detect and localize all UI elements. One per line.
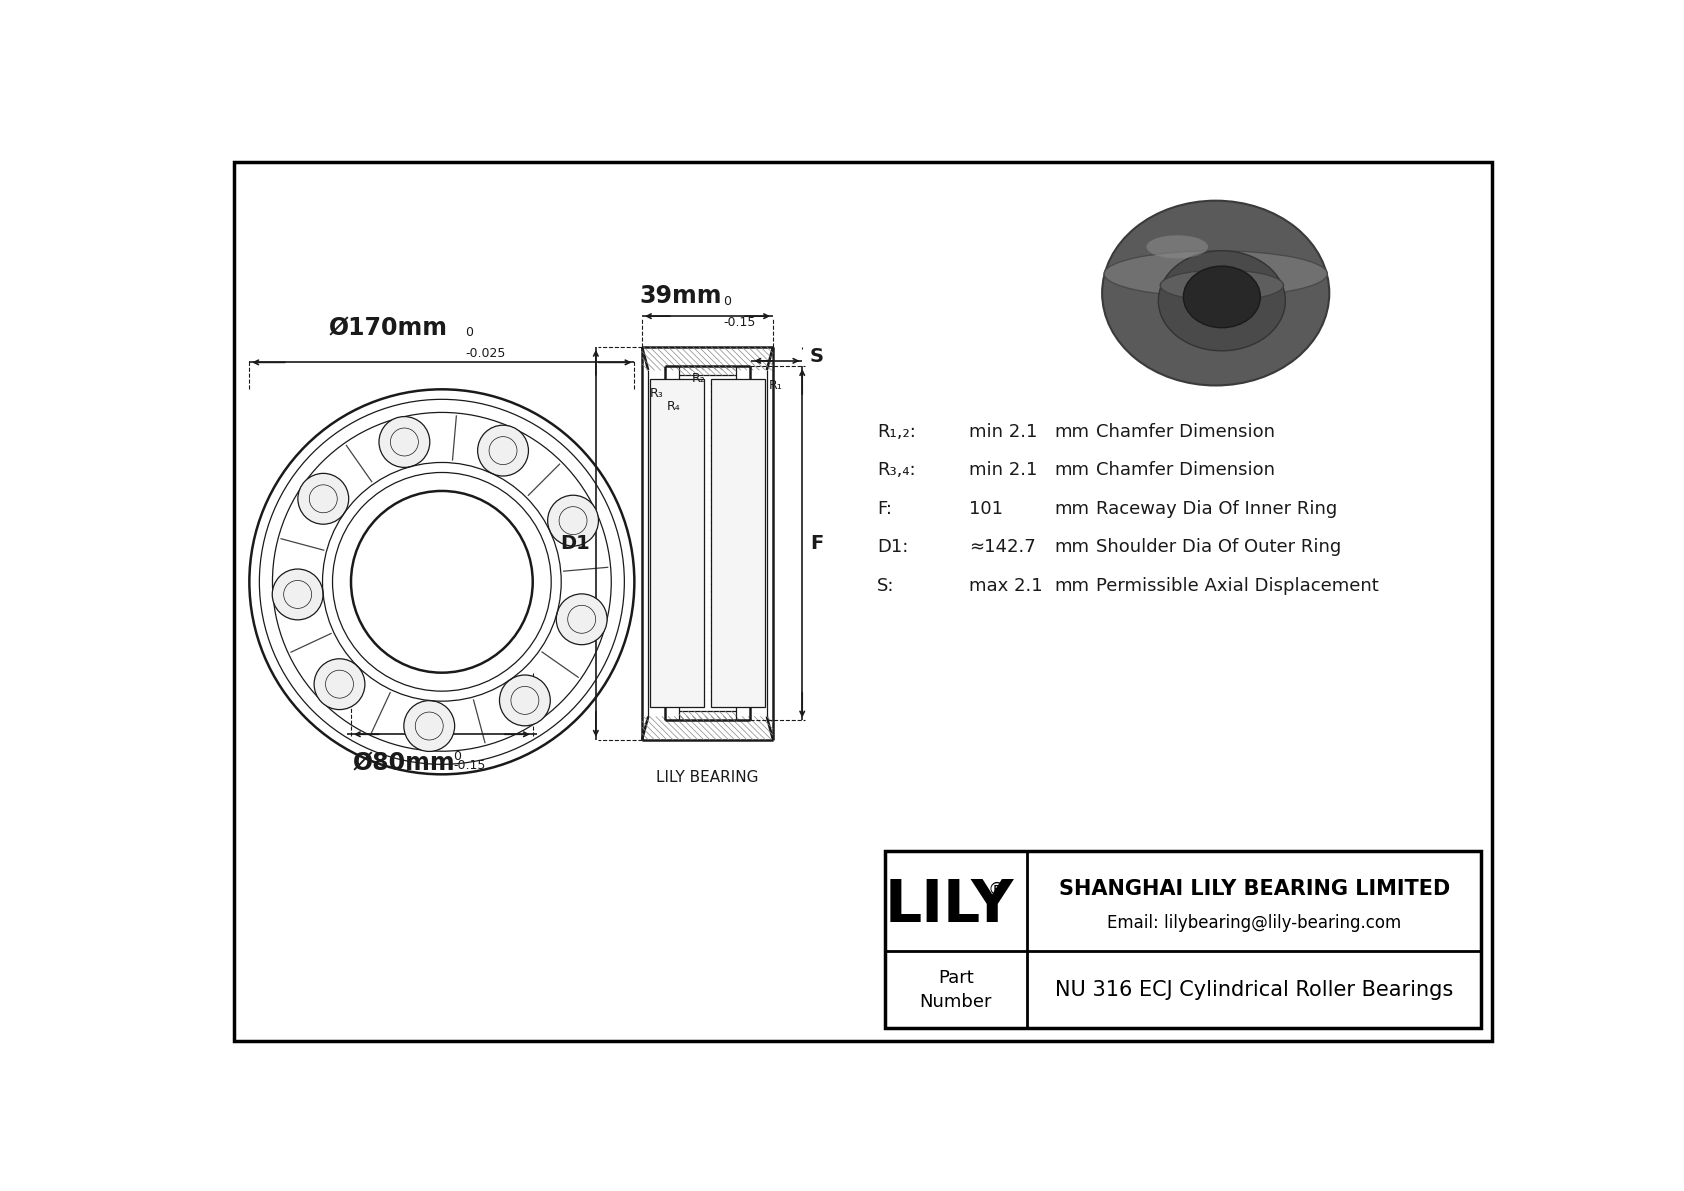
Text: ≈142.7: ≈142.7: [970, 538, 1036, 556]
Text: -0.025: -0.025: [465, 347, 505, 360]
Text: Email: lilybearing@lily-bearing.com: Email: lilybearing@lily-bearing.com: [1106, 915, 1401, 933]
Circle shape: [478, 425, 529, 476]
Ellipse shape: [1101, 200, 1329, 386]
Text: Ø80mm: Ø80mm: [352, 752, 455, 775]
Bar: [650, 379, 704, 707]
Text: 0: 0: [453, 749, 461, 762]
Text: 39mm: 39mm: [640, 285, 722, 308]
Text: S:: S:: [877, 576, 894, 594]
Circle shape: [379, 417, 429, 467]
Text: mm: mm: [1054, 500, 1090, 518]
Text: 101: 101: [970, 500, 1004, 518]
Text: R₁: R₁: [768, 379, 781, 392]
Bar: [711, 379, 765, 707]
Ellipse shape: [1159, 251, 1285, 351]
Circle shape: [315, 659, 365, 710]
Text: R₁,₂:: R₁,₂:: [877, 423, 916, 441]
Text: -0.15: -0.15: [453, 759, 485, 772]
Circle shape: [547, 495, 598, 545]
Text: LILY BEARING: LILY BEARING: [657, 771, 759, 786]
Circle shape: [556, 594, 608, 644]
Text: LILY: LILY: [886, 877, 1014, 934]
Text: mm: mm: [1054, 423, 1090, 441]
Ellipse shape: [1184, 266, 1260, 328]
Text: R₄: R₄: [667, 400, 680, 413]
Text: mm: mm: [1054, 576, 1090, 594]
Text: Shoulder Dia Of Outer Ring: Shoulder Dia Of Outer Ring: [1096, 538, 1342, 556]
Circle shape: [404, 700, 455, 752]
Text: -0.15: -0.15: [722, 316, 756, 329]
Text: SHANGHAI LILY BEARING LIMITED: SHANGHAI LILY BEARING LIMITED: [1059, 879, 1450, 899]
Text: Chamfer Dimension: Chamfer Dimension: [1096, 461, 1275, 479]
Circle shape: [500, 675, 551, 725]
Text: Chamfer Dimension: Chamfer Dimension: [1096, 423, 1275, 441]
Text: NU 316 ECJ Cylindrical Roller Bearings: NU 316 ECJ Cylindrical Roller Bearings: [1056, 980, 1453, 1000]
Text: R₃,₄:: R₃,₄:: [877, 461, 916, 479]
Ellipse shape: [1105, 251, 1327, 297]
Text: min 2.1: min 2.1: [970, 461, 1037, 479]
Text: max 2.1: max 2.1: [970, 576, 1042, 594]
Text: Permissible Axial Displacement: Permissible Axial Displacement: [1096, 576, 1379, 594]
Text: Ø170mm: Ø170mm: [328, 317, 448, 341]
Text: 0: 0: [465, 326, 473, 339]
Text: D1:: D1:: [877, 538, 908, 556]
Text: R₃: R₃: [650, 387, 663, 400]
Text: F: F: [810, 534, 823, 553]
Ellipse shape: [1147, 236, 1207, 258]
Text: ®: ®: [987, 881, 1005, 899]
Circle shape: [273, 569, 323, 619]
Text: D1: D1: [561, 534, 589, 553]
Text: 0: 0: [722, 295, 731, 308]
Circle shape: [298, 473, 349, 524]
Text: S: S: [810, 348, 823, 367]
Text: mm: mm: [1054, 461, 1090, 479]
Text: min 2.1: min 2.1: [970, 423, 1037, 441]
Text: mm: mm: [1054, 538, 1090, 556]
Ellipse shape: [1160, 270, 1283, 301]
Text: F:: F:: [877, 500, 893, 518]
Text: R₂: R₂: [692, 373, 706, 386]
Text: Part
Number: Part Number: [919, 969, 992, 1011]
Text: Raceway Dia Of Inner Ring: Raceway Dia Of Inner Ring: [1096, 500, 1337, 518]
Bar: [884, 852, 1482, 1028]
